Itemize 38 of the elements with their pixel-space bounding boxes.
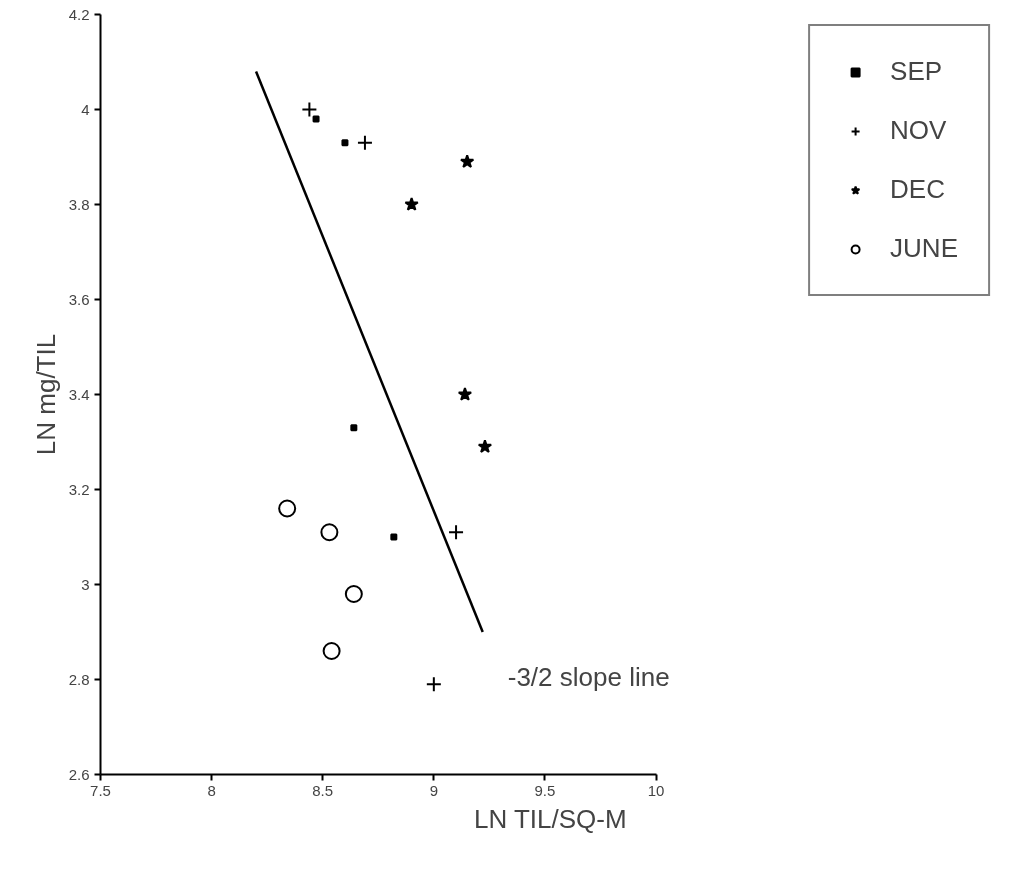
x-axis-title: LN TIL/SQ-M (473, 803, 627, 834)
legend-label: JUNE (890, 233, 958, 264)
point (457, 387, 473, 401)
y-tick-label: 3.2 (68, 480, 90, 498)
x-tick-label: 9.5 (534, 781, 556, 799)
point (477, 439, 493, 454)
legend-label: NOV (890, 115, 947, 146)
point (390, 533, 398, 541)
y-tick-label: 4 (81, 100, 90, 118)
legend-label: SEP (890, 56, 943, 87)
y-tick-label: 3.6 (68, 290, 90, 308)
y-tick-label: 3.4 (68, 385, 90, 403)
x-tick-label: 7.5 (90, 781, 111, 799)
point (322, 642, 341, 660)
y-tick-label: 2.6 (68, 765, 90, 783)
legend-label: DEC (890, 174, 945, 205)
x-tick-label: 8 (207, 781, 216, 799)
y-tick-label: 4.2 (68, 5, 90, 23)
point (448, 524, 465, 541)
y-tick-label: 2.8 (68, 670, 90, 688)
point (320, 523, 339, 542)
point (404, 197, 419, 211)
y-axis-title: LN mg/TIL (30, 333, 61, 456)
x-tick-label: 9 (429, 781, 439, 799)
point (312, 115, 320, 123)
point (278, 499, 297, 518)
annotation: -3/2 slope line (507, 662, 670, 692)
x-tick-label: 10 (647, 781, 665, 799)
point (350, 424, 358, 432)
point (459, 154, 475, 169)
point (341, 139, 349, 147)
y-tick-label: 3 (81, 575, 90, 593)
point (425, 676, 442, 693)
point (356, 134, 373, 151)
point (344, 585, 363, 603)
point (301, 101, 318, 118)
x-tick-label: 8.5 (312, 781, 334, 799)
y-tick-label: 3.8 (68, 195, 90, 213)
